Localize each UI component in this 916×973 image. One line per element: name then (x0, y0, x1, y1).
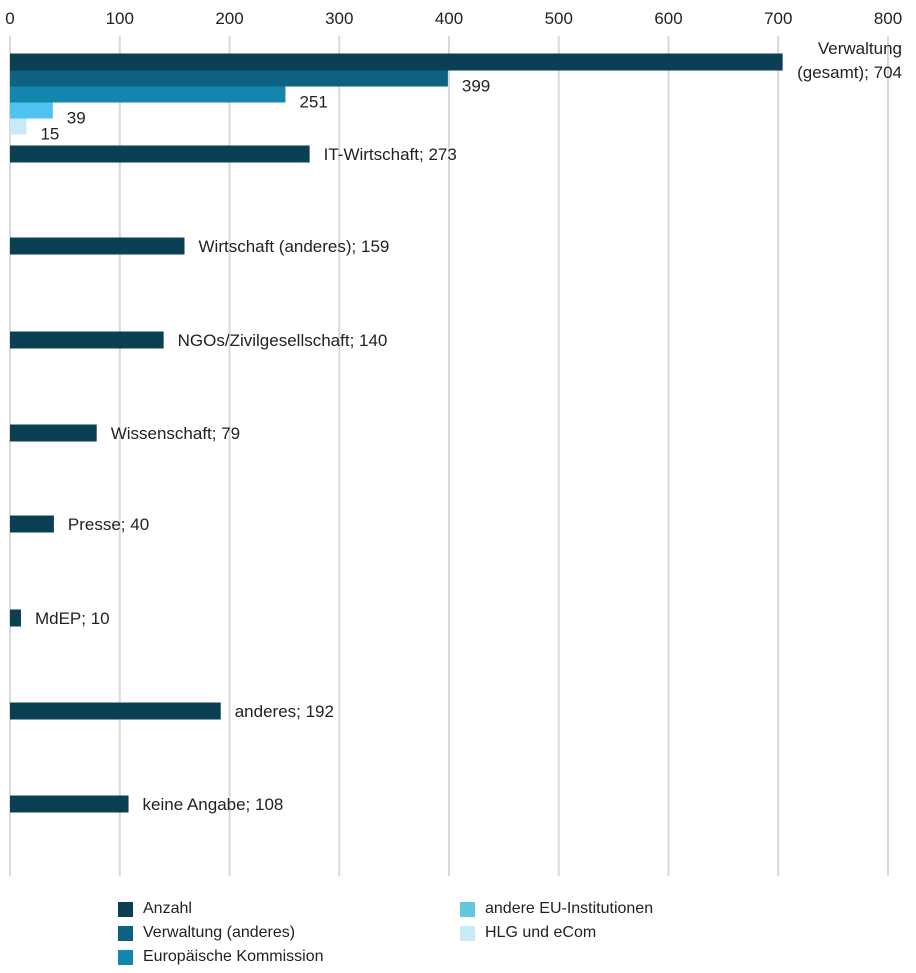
data-label-mdep: MdEP; 10 (35, 609, 110, 628)
chart-legend: Anzahl Verwaltung (anderes) Europäische … (118, 898, 738, 970)
legend-item-europaeische-kommission: Europäische Kommission (118, 946, 324, 968)
data-label-presse: Presse; 40 (68, 515, 149, 534)
bar-anzahl-verwaltung-gesamt (10, 53, 783, 71)
legend-label-europaeische-kommission: Europäische Kommission (143, 948, 324, 965)
bar-andere-eu-institutionen-verwaltung-gesamt (10, 102, 53, 119)
data-label-verwaltung-anderes-verwaltung-gesamt: 399 (462, 77, 490, 96)
legend-item-verwaltung-anderes: Verwaltung (anderes) (118, 922, 295, 944)
data-label-keine-angabe: keine Angabe; 108 (143, 795, 284, 814)
legend-label-andere-eu-institutionen: andere EU-Institutionen (485, 900, 654, 917)
x-tick-label-0: 0 (5, 9, 14, 28)
bar-anzahl-ngos-zivilgesellschaft (10, 331, 164, 349)
legend-swatch-hlg-und-ecom (460, 925, 475, 941)
data-label-wirtschaft-anderes: Wirtschaft (anderes); 159 (199, 237, 390, 256)
bar-anzahl-it-wirtschaft (10, 145, 310, 163)
x-tick-label-300: 300 (325, 9, 353, 28)
data-label-wissenschaft: Wissenschaft; 79 (111, 424, 240, 443)
x-tick-label-800: 800 (874, 9, 902, 28)
legend-item-hlg-und-ecom: HLG und eCom (460, 922, 596, 944)
data-label-verwaltung-gesamt-line2: (gesamt); 704 (797, 63, 902, 82)
data-label-hlg-und-ecom-verwaltung-gesamt: 15 (40, 125, 59, 144)
legend-swatch-verwaltung-anderes (118, 925, 133, 941)
data-label-andere-eu-institutionen-verwaltung-gesamt: 39 (67, 109, 86, 128)
legend-swatch-andere-eu-institutionen (460, 901, 475, 917)
data-label-europ-ische-kommission-verwaltung-gesamt: 251 (299, 93, 327, 112)
bar-anzahl-keine-angabe (10, 795, 129, 813)
data-label-ngos-zivilgesellschaft: NGOs/Zivilgesellschaft; 140 (178, 331, 388, 350)
legend-swatch-anzahl (118, 901, 133, 917)
bar-anzahl-wirtschaft-anderes (10, 237, 185, 255)
bar-anzahl-wissenschaft (10, 424, 97, 442)
x-tick-label-100: 100 (106, 9, 134, 28)
legend-label-verwaltung-anderes: Verwaltung (anderes) (143, 924, 296, 941)
data-label-verwaltung-gesamt-line1: Verwaltung (818, 39, 902, 58)
bar-anzahl-anderes (10, 702, 221, 720)
data-label-anderes: anderes; 192 (235, 702, 334, 721)
bar-anzahl-presse (10, 515, 54, 533)
x-tick-label-700: 700 (764, 9, 792, 28)
bar-anzahl-mdep (10, 609, 21, 627)
x-tick-label-400: 400 (435, 9, 463, 28)
x-tick-label-500: 500 (545, 9, 573, 28)
legend-label-anzahl: Anzahl (143, 900, 192, 917)
bar-chart: 0 100 200 300 400 500 600 700 800 Verwaltung (gesa… (5, 9, 902, 876)
x-tick-label-200: 200 (215, 9, 243, 28)
data-label-it-wirtschaft: IT-Wirtschaft; 273 (324, 145, 457, 164)
legend-item-anzahl: Anzahl (118, 898, 192, 920)
bar-hlg-und-ecom-verwaltung-gesamt (10, 118, 27, 135)
bar-europ-ische-kommission-verwaltung-gesamt (10, 86, 286, 103)
legend-label-hlg-und-ecom: HLG und eCom (485, 924, 597, 941)
bar-verwaltung-anderes-verwaltung-gesamt (10, 70, 448, 87)
x-tick-label-600: 600 (654, 9, 682, 28)
legend-swatch-europaeische-kommission (118, 949, 133, 965)
legend-item-andere-eu-institutionen: andere EU-Institutionen (460, 898, 653, 920)
